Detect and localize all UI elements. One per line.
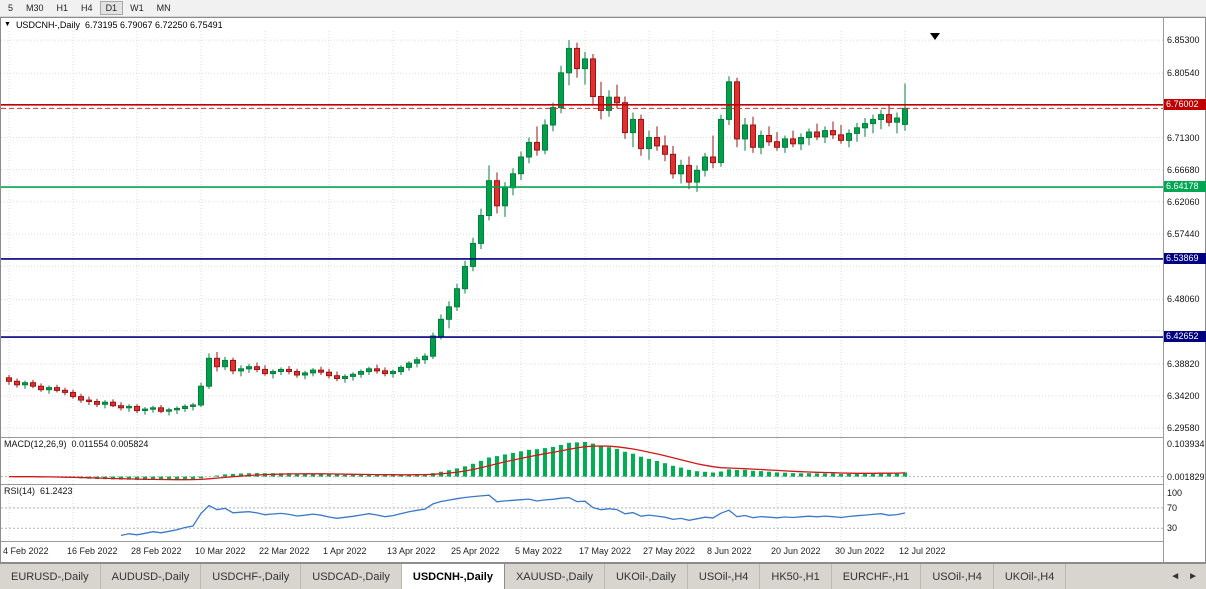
price-axis: 6.85300 6.80540 6.71300 6.66680 6.62060 6.574… <box>1163 18 1206 562</box>
date-axis-label: 25 Apr 2022 <box>451 546 500 556</box>
date-axis-label: 12 Jul 2022 <box>899 546 946 556</box>
chart-tab-bar: EURUSD-,Daily AUDUSD-,Daily USDCHF-,Daily U… <box>0 563 1206 589</box>
chart-tab-eurusd-daily[interactable]: EURUSD-,Daily <box>0 564 101 589</box>
period-button-h4[interactable]: H4 <box>81 3 93 13</box>
price-axis-label: 6.48060 <box>1167 294 1200 304</box>
period-button-m30[interactable]: M30 <box>26 3 44 13</box>
rsi-name: RSI(14) <box>4 486 36 496</box>
pane-separator[interactable] <box>1 484 1205 485</box>
chart-tab-hk50-h1[interactable]: HK50-,H1 <box>760 564 832 589</box>
rsi-value: 61.2423 <box>40 486 73 496</box>
price-chart-pane[interactable] <box>1 31 1163 437</box>
macd-indicator-pane[interactable] <box>1 438 1163 484</box>
chart-title-bar: ▼ USDCNH-,Daily 6.73195 6.79067 6.72250 … <box>1 18 1205 31</box>
price-axis-label: 6.38820 <box>1167 359 1200 369</box>
chart-tab-usoil-h4[interactable]: USOil-,H4 <box>688 564 761 589</box>
macd-indicator-label: MACD(12,26,9) 0.011554 0.005824 <box>4 439 148 449</box>
date-axis-label: 28 Feb 2022 <box>131 546 182 556</box>
rsi-axis-label: 30 <box>1167 523 1178 533</box>
chart-tab-usdchf-daily[interactable]: USDCHF-,Daily <box>201 564 302 589</box>
chart-tab-eurchf-h1[interactable]: EURCHF-,H1 <box>832 564 922 589</box>
rsi-axis-label: 100 <box>1167 488 1183 498</box>
tab-scroll-right-icon[interactable]: ► <box>1188 571 1198 582</box>
price-axis-label: 6.57440 <box>1167 229 1200 239</box>
chart-tab-strip: EURUSD-,Daily AUDUSD-,Daily USDCHF-,Daily U… <box>0 564 1067 589</box>
price-level-box: 6.53869 <box>1164 253 1206 264</box>
chart-title: USDCNH-,Daily <box>15 19 80 30</box>
macd-axis-max: 0.103934 <box>1167 439 1205 449</box>
price-level-box: 6.76002 <box>1164 99 1206 110</box>
date-axis-label: 22 Mar 2022 <box>259 546 310 556</box>
rsi-indicator-pane[interactable] <box>1 485 1163 541</box>
macd-histogram[interactable] <box>1 438 1163 484</box>
period-button-h1[interactable]: H1 <box>56 3 69 13</box>
price-axis-label: 6.71300 <box>1167 133 1200 143</box>
price-axis-label: 6.34200 <box>1167 391 1200 401</box>
pane-separator <box>1 541 1205 542</box>
price-axis-label: 6.29580 <box>1167 423 1200 433</box>
candlestick-chart[interactable] <box>1 31 1163 437</box>
price-axis-label: 6.62060 <box>1167 197 1200 207</box>
date-axis-label: 30 Jun 2022 <box>835 546 885 556</box>
chart-tab-ukoil-daily[interactable]: UKOil-,Daily <box>605 564 688 589</box>
price-level-box: 6.64178 <box>1164 181 1206 192</box>
chart-ohlc-values: 6.73195 6.79067 6.72250 6.75491 <box>84 19 223 30</box>
date-axis-label: 13 Apr 2022 <box>387 546 436 556</box>
chart-tab-xauusd-daily[interactable]: XAUUSD-,Daily <box>505 564 605 589</box>
tab-scroll-controls: ◄ ► <box>1162 564 1206 589</box>
chart-tab-usdcad-daily[interactable]: USDCAD-,Daily <box>301 564 402 589</box>
period-button-d1[interactable]: D1 <box>99 1 124 15</box>
rsi-axis-label: 70 <box>1167 503 1178 513</box>
chart-window: ▼ USDCNH-,Daily 6.73195 6.79067 6.72250 … <box>0 17 1206 563</box>
timeframe-toolbar: 5 M30 H1 H4 D1 W1 MN <box>0 0 1206 17</box>
price-axis-label: 6.85300 <box>1167 35 1200 45</box>
period-button-5[interactable]: 5 <box>8 3 14 13</box>
macd-name: MACD(12,26,9) <box>4 439 67 449</box>
chart-tab-usoil-h4[interactable]: USOil-,H4 <box>921 564 994 589</box>
price-level-box: 6.42652 <box>1164 331 1206 342</box>
chart-tab-usdcnh-daily[interactable]: USDCNH-,Daily <box>401 564 505 589</box>
period-button-w1[interactable]: W1 <box>130 3 144 13</box>
chart-tab-audusd-daily[interactable]: AUDUSD-,Daily <box>101 564 202 589</box>
chart-menu-icon[interactable]: ▼ <box>4 21 11 28</box>
date-axis-label: 1 Apr 2022 <box>323 546 367 556</box>
rsi-line[interactable] <box>1 485 1163 541</box>
date-axis-label: 20 Jun 2022 <box>771 546 821 556</box>
date-axis-label: 4 Feb 2022 <box>3 546 49 556</box>
price-axis-label: 6.66680 <box>1167 165 1200 175</box>
pane-separator[interactable] <box>1 437 1205 438</box>
period-button-mn[interactable]: MN <box>156 3 171 13</box>
date-axis-label: 17 May 2022 <box>579 546 632 556</box>
macd-axis-min: 0.001829 <box>1167 472 1205 482</box>
tab-scroll-left-icon[interactable]: ◄ <box>1170 571 1181 582</box>
date-axis-label: 16 Feb 2022 <box>67 546 118 556</box>
chart-tab-ukoil-h4[interactable]: UKOil-,H4 <box>994 564 1067 589</box>
date-axis-label: 10 Mar 2022 <box>195 546 246 556</box>
date-axis: 4 Feb 2022 16 Feb 2022 28 Feb 2022 10 Mar 2… <box>1 542 1163 562</box>
rsi-indicator-label: RSI(14) 61.2423 <box>4 486 73 496</box>
date-axis-label: 8 Jun 2022 <box>707 546 752 556</box>
macd-values: 0.011554 0.005824 <box>71 439 149 449</box>
date-axis-label: 5 May 2022 <box>515 546 563 556</box>
date-axis-label: 27 May 2022 <box>643 546 696 556</box>
price-axis-label: 6.80540 <box>1167 68 1200 78</box>
